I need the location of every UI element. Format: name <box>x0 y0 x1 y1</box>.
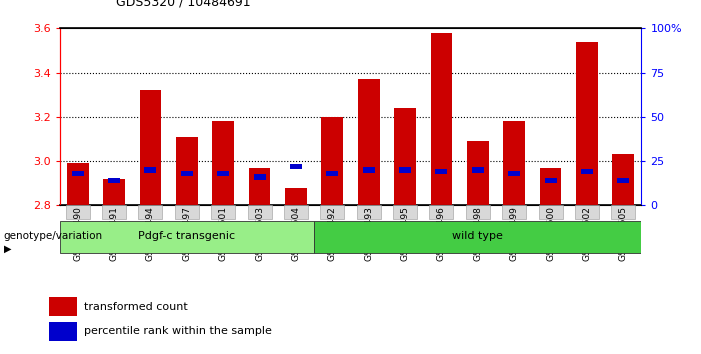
Bar <box>67 163 88 205</box>
Bar <box>72 171 83 176</box>
Bar <box>254 174 266 180</box>
Text: GSM936501: GSM936501 <box>219 206 228 261</box>
Text: GSM936493: GSM936493 <box>365 206 373 261</box>
Bar <box>472 167 484 173</box>
Bar <box>108 178 120 183</box>
FancyBboxPatch shape <box>538 205 562 219</box>
Text: GSM936496: GSM936496 <box>437 206 446 261</box>
Text: GSM936503: GSM936503 <box>255 206 264 261</box>
FancyBboxPatch shape <box>314 221 641 253</box>
Bar <box>467 141 489 205</box>
Text: GSM936500: GSM936500 <box>546 206 555 261</box>
Bar <box>540 168 562 205</box>
FancyBboxPatch shape <box>175 205 199 219</box>
Bar <box>144 167 156 173</box>
Text: wild type: wild type <box>452 232 503 241</box>
Bar <box>212 121 234 205</box>
Bar <box>613 154 634 205</box>
Bar <box>435 169 447 175</box>
FancyBboxPatch shape <box>66 205 90 219</box>
FancyBboxPatch shape <box>611 205 635 219</box>
FancyBboxPatch shape <box>357 205 381 219</box>
FancyBboxPatch shape <box>502 205 526 219</box>
Text: Pdgf-c transgenic: Pdgf-c transgenic <box>138 232 236 241</box>
Text: GSM936491: GSM936491 <box>109 206 118 261</box>
Bar <box>399 167 411 173</box>
Bar <box>249 168 271 205</box>
FancyBboxPatch shape <box>211 205 236 219</box>
Text: percentile rank within the sample: percentile rank within the sample <box>84 326 272 337</box>
Bar <box>321 117 343 205</box>
Text: GDS5320 / 10484691: GDS5320 / 10484691 <box>116 0 250 9</box>
Bar <box>430 33 452 205</box>
Text: GSM936490: GSM936490 <box>74 206 82 261</box>
Bar <box>181 171 193 176</box>
Text: ▶: ▶ <box>4 244 11 253</box>
FancyBboxPatch shape <box>139 205 163 219</box>
FancyBboxPatch shape <box>60 221 314 253</box>
Text: transformed count: transformed count <box>84 302 188 312</box>
Bar <box>139 90 161 205</box>
Bar <box>576 42 598 205</box>
Bar <box>285 188 307 205</box>
Bar <box>508 171 520 176</box>
FancyBboxPatch shape <box>465 205 490 219</box>
Bar <box>362 167 374 173</box>
Bar <box>49 322 77 341</box>
Bar <box>176 137 198 205</box>
Text: GSM936492: GSM936492 <box>328 206 336 261</box>
Bar <box>103 179 125 205</box>
Text: GSM936495: GSM936495 <box>400 206 409 261</box>
Bar <box>217 171 229 176</box>
Bar <box>581 169 593 175</box>
Bar <box>290 164 302 169</box>
FancyBboxPatch shape <box>320 205 344 219</box>
Text: GSM936504: GSM936504 <box>292 206 301 261</box>
Text: GSM936499: GSM936499 <box>510 206 519 261</box>
FancyBboxPatch shape <box>430 205 454 219</box>
Text: GSM936498: GSM936498 <box>473 206 482 261</box>
Text: GSM936497: GSM936497 <box>182 206 191 261</box>
FancyBboxPatch shape <box>284 205 308 219</box>
Bar <box>327 171 339 176</box>
FancyBboxPatch shape <box>575 205 599 219</box>
Text: genotype/variation: genotype/variation <box>4 232 102 241</box>
Bar <box>358 79 380 205</box>
Text: GSM936502: GSM936502 <box>583 206 592 261</box>
FancyBboxPatch shape <box>247 205 271 219</box>
FancyBboxPatch shape <box>393 205 417 219</box>
Text: GSM936494: GSM936494 <box>146 206 155 261</box>
Bar <box>545 178 557 183</box>
Bar <box>394 108 416 205</box>
Bar <box>503 121 525 205</box>
FancyBboxPatch shape <box>102 205 126 219</box>
Bar <box>49 297 77 316</box>
Text: GSM936505: GSM936505 <box>619 206 627 261</box>
Bar <box>618 178 629 183</box>
